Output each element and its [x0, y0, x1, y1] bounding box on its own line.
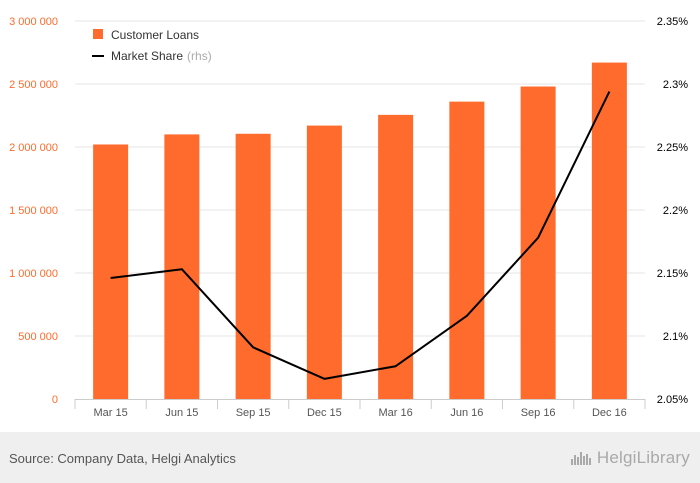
legend[interactable]: Customer Loans Market Share (rhs) — [92, 28, 212, 63]
bar-mar-16[interactable] — [378, 114, 414, 400]
x-tick-label: Mar 16 — [379, 407, 413, 419]
right-tick-label: 2.3% — [663, 79, 688, 91]
legend-label-customer-loans[interactable]: Customer Loans — [111, 28, 199, 42]
x-tick-label: Sep 15 — [236, 407, 271, 419]
right-tick-label: 2.25% — [657, 142, 688, 154]
left-tick-label: 0 — [52, 394, 58, 406]
x-tick-label: Jun 15 — [165, 407, 198, 419]
source-note: Source: Company Data, Helgi Analytics — [9, 451, 236, 466]
left-tick-label: 2 500 000 — [9, 79, 58, 91]
bar-jun-16[interactable] — [449, 101, 485, 399]
x-tick-label: Jun 16 — [450, 407, 483, 419]
left-tick-label: 500 000 — [18, 331, 58, 343]
right-tick-label: 2.2% — [663, 205, 688, 217]
left-tick-label: 1 000 000 — [9, 268, 58, 280]
right-tick-label: 2.1% — [663, 331, 688, 343]
helgi-bars-icon — [570, 449, 593, 470]
left-axis-tick-labels: 0 500 000 1 000 000 1 500 000 2 000 000 2 500… — [9, 16, 58, 406]
legend-swatch-customer-loans — [93, 29, 103, 39]
bar-sep-15[interactable] — [235, 133, 271, 399]
right-axis-tick-labels: 2.05% 2.1% 2.15% 2.2% 2.25% 2.3% 2.35% — [657, 16, 688, 406]
market-share-line[interactable] — [110, 91, 611, 380]
line-series-market-share — [110, 91, 611, 380]
logo-text: HelgiLibrary — [596, 448, 690, 467]
left-tick-label: 2 000 000 — [9, 142, 58, 154]
x-tick-label: Dec 15 — [307, 407, 342, 419]
left-tick-label: 3 000 000 — [9, 16, 58, 28]
x-tick-label: Dec 16 — [592, 407, 627, 419]
bar-dec-15[interactable] — [306, 125, 342, 399]
bar-jun-15[interactable] — [164, 134, 200, 399]
gridlines — [75, 20, 645, 337]
right-tick-label: 2.35% — [657, 16, 688, 28]
left-tick-label: 1 500 000 — [9, 205, 58, 217]
right-tick-label: 2.15% — [657, 268, 688, 280]
bar-dec-16[interactable] — [591, 62, 627, 400]
bar-sep-16[interactable] — [520, 86, 556, 400]
legend-label-market-share-suffix: (rhs) — [187, 49, 212, 63]
x-axis: Mar 15 Jun 15 Sep 15 Dec 15 Mar 16 Jun 16 Sep … — [74, 399, 646, 419]
x-tick-label: Mar 15 — [94, 407, 128, 419]
bar-series-customer-loans — [93, 62, 627, 400]
right-tick-label: 2.05% — [657, 394, 688, 406]
x-tick-label: Sep 16 — [521, 407, 556, 419]
helgi-library-logo[interactable]: HelgiLibrary — [570, 448, 690, 470]
legend-label-market-share[interactable]: Market Share (rhs) — [111, 49, 212, 63]
footer: Source: Company Data, Helgi Analytics He… — [0, 432, 700, 483]
legend-label-market-share-name: Market Share — [111, 49, 183, 63]
bar-mar-15[interactable] — [93, 144, 129, 399]
